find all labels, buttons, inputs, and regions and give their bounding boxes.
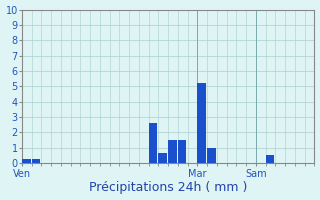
Bar — [197, 83, 206, 163]
Bar — [149, 123, 157, 163]
X-axis label: Précipitations 24h ( mm ): Précipitations 24h ( mm ) — [89, 181, 247, 194]
Bar — [158, 153, 167, 163]
Bar — [22, 159, 30, 163]
Bar — [32, 159, 40, 163]
Bar — [207, 148, 216, 163]
Bar — [266, 155, 274, 163]
Bar — [178, 140, 187, 163]
Bar — [168, 140, 177, 163]
